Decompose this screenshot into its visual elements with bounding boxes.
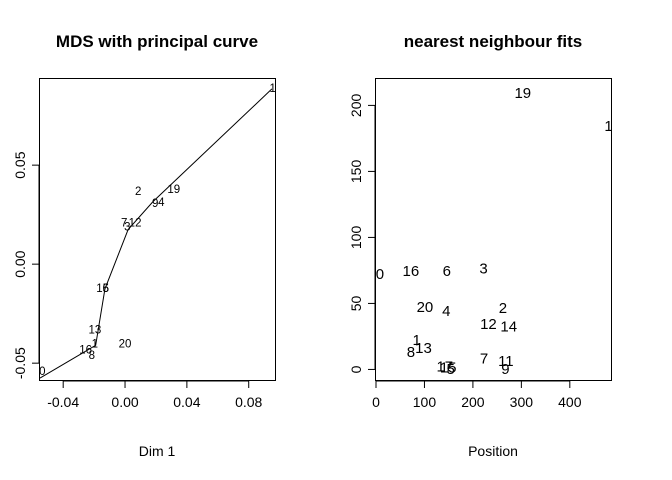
nn-point-label: 15 xyxy=(440,360,457,377)
nn-point-label: 8 xyxy=(407,344,415,361)
nn-x-tick-label: 0 xyxy=(372,394,380,410)
mds-point-label: 7 xyxy=(121,218,127,230)
nn-x-tick-label: 300 xyxy=(510,394,534,410)
nn-panel: nearest neighbour fits 0 100 200 300 400 050… xyxy=(348,32,613,459)
nn-point-label: 20 xyxy=(417,299,434,316)
nn-point-label: 4 xyxy=(442,303,450,320)
nn-x-tick-label: 400 xyxy=(558,394,582,410)
mds-y-tick-label: -0.05 xyxy=(12,347,28,379)
nn-point-label: 9 xyxy=(501,361,509,378)
nn-point-label: 0 xyxy=(376,266,384,283)
nn-point-label: 1 xyxy=(413,332,421,349)
mds-plot-frame xyxy=(39,78,276,381)
mds-point-label: 9 xyxy=(152,198,158,210)
nn-plot-frame xyxy=(375,78,612,381)
mds-point-label: 0 xyxy=(39,366,45,378)
nn-point-label: 12 xyxy=(480,316,497,333)
mds-x-tick-label: 0.00 xyxy=(111,394,138,410)
principal-curve xyxy=(39,88,273,379)
mds-point-label: 1 xyxy=(269,83,275,95)
nn-point-label: 2 xyxy=(499,300,507,317)
nn-point-label: 13 xyxy=(415,340,432,357)
mds-x-tick-label: -0.04 xyxy=(47,394,79,410)
nn-y-tick-label: 150 xyxy=(348,160,364,184)
nn-point-label: 1 xyxy=(604,118,612,135)
mds-title: MDS with principal curve xyxy=(56,32,258,51)
nn-x-tick-label: 200 xyxy=(461,394,485,410)
nn-title: nearest neighbour fits xyxy=(404,32,583,51)
nn-x-axis: 0 100 200 300 400 xyxy=(372,380,582,410)
mds-point-label: 6 xyxy=(103,283,109,295)
mds-point-label: 19 xyxy=(167,184,180,196)
mds-point-label: 8 xyxy=(89,350,95,362)
mds-point-label: 1 xyxy=(92,338,98,350)
mds-panel: MDS with principal curve -0.04 0.00 0.04 0.… xyxy=(12,32,276,459)
nn-point-label: 7 xyxy=(480,350,488,367)
nn-point-label: 19 xyxy=(514,85,531,102)
nn-y-tick-label: 0 xyxy=(348,365,364,373)
mds-x-axis-label: Dim 1 xyxy=(139,443,176,459)
nn-y-axis: 0 50 100 150 200 xyxy=(348,94,376,373)
nn-x-tick-label: 100 xyxy=(413,394,437,410)
mds-point-label: 20 xyxy=(119,338,132,350)
mds-point-label: 2 xyxy=(135,186,141,198)
nn-point-label: 16 xyxy=(403,263,420,280)
mds-point-label: 16 xyxy=(79,344,92,356)
nn-y-tick-label: 200 xyxy=(348,94,364,118)
mds-y-tick-label: 0.00 xyxy=(12,250,28,277)
mds-point-label: 12 xyxy=(129,218,142,230)
nn-point-label: 14 xyxy=(500,319,517,336)
nn-point-label: 5 xyxy=(446,361,454,378)
mds-point-label: 15 xyxy=(96,283,109,295)
mds-x-tick-label: 0.08 xyxy=(235,394,262,410)
mds-point-label: 3 xyxy=(124,222,130,234)
mds-point-label: 13 xyxy=(88,324,101,336)
nn-x-axis-label: Position xyxy=(468,443,518,459)
nn-y-tick-label: 50 xyxy=(348,295,364,311)
nn-y-tick-label: 100 xyxy=(348,226,364,250)
mds-x-axis: -0.04 0.00 0.04 0.08 xyxy=(47,380,263,410)
nn-point-label: 17 xyxy=(436,358,453,375)
nn-point-label: 6 xyxy=(443,263,451,280)
mds-y-tick-label: 0.05 xyxy=(12,151,28,178)
nn-point-label: 3 xyxy=(479,261,487,278)
mds-point-label: 4 xyxy=(158,197,165,209)
mds-y-axis: -0.05 0.00 0.05 xyxy=(12,151,40,379)
nn-point-label: 11 xyxy=(498,353,514,370)
mds-x-tick-label: 0.04 xyxy=(173,394,200,410)
